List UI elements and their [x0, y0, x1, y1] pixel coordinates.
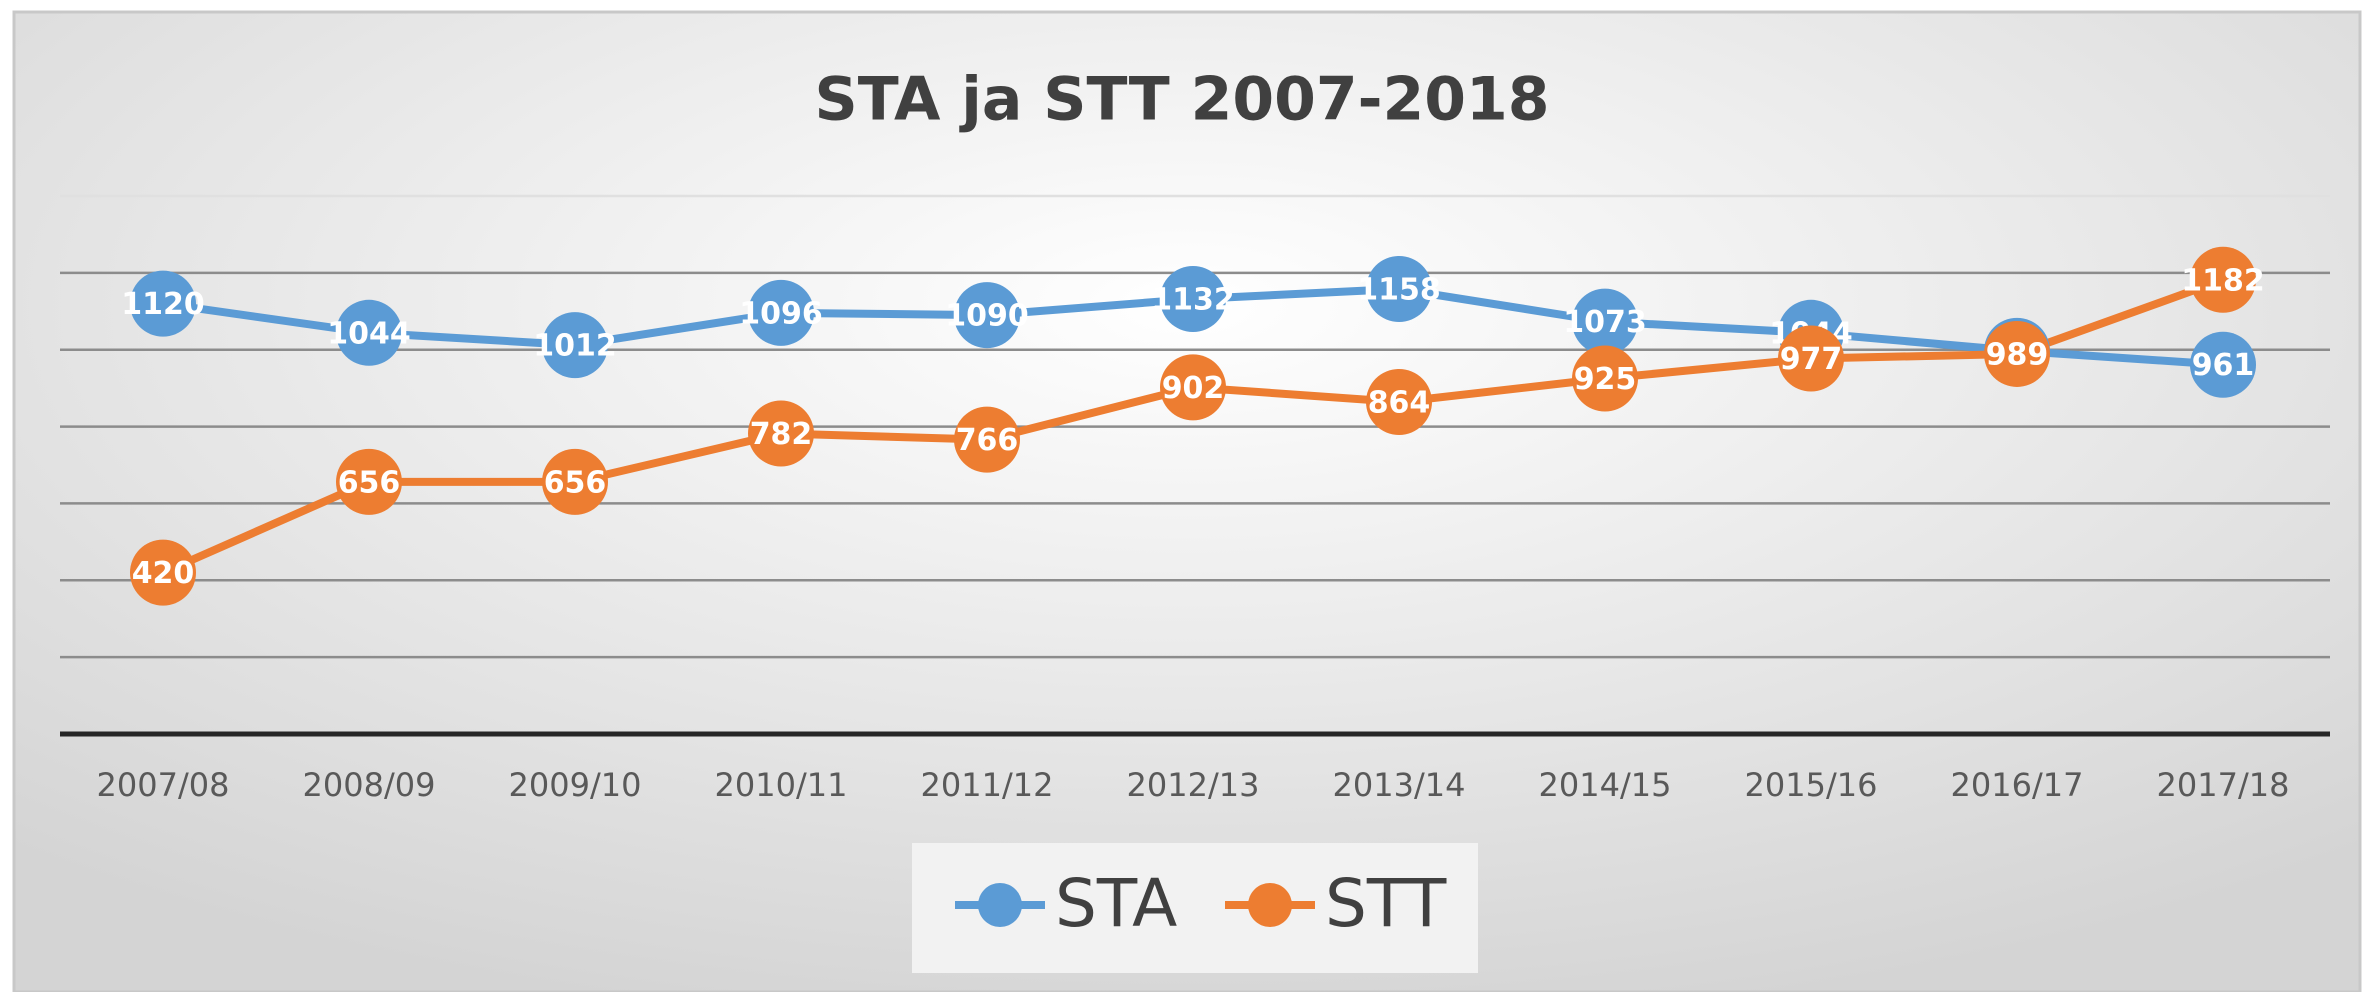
chart-title: STA ja STT 2007-2018 — [815, 65, 1550, 135]
x-tick-label: 2011/12 — [921, 766, 1054, 804]
data-point — [1572, 345, 1638, 412]
x-tick-label: 2010/11 — [715, 766, 848, 804]
data-label: 766 — [956, 423, 1019, 458]
data-point — [954, 406, 1020, 473]
data-point — [748, 400, 814, 467]
x-tick-label: 2008/09 — [303, 766, 436, 804]
data-point — [2190, 331, 2256, 398]
data-label: 864 — [1368, 385, 1431, 420]
data-point — [1160, 354, 1226, 421]
data-point — [130, 270, 196, 337]
data-point — [2190, 246, 2256, 313]
data-label: 1044 — [327, 316, 411, 351]
data-label: 1182 — [2181, 263, 2265, 298]
legend-label: STT — [1325, 865, 1447, 942]
x-tick-label: 2016/17 — [1951, 766, 2084, 804]
data-label: 1132 — [1151, 282, 1235, 317]
data-label: 1120 — [121, 287, 205, 322]
data-label: 420 — [132, 556, 195, 591]
data-label: 989 — [1986, 337, 2049, 372]
data-point — [1984, 320, 2050, 387]
legend-marker — [1248, 883, 1292, 927]
data-point — [954, 282, 1020, 349]
data-label: 977 — [1780, 342, 1843, 377]
data-point — [1572, 288, 1638, 355]
data-point — [748, 279, 814, 346]
data-label: 1096 — [739, 296, 823, 331]
data-label: 1073 — [1563, 305, 1647, 340]
x-tick-label: 2017/18 — [2157, 766, 2290, 804]
data-point — [336, 448, 402, 515]
legend-label: STA — [1055, 865, 1177, 942]
legend-marker — [978, 883, 1022, 927]
data-point — [1366, 255, 1432, 322]
data-label: 1090 — [945, 299, 1029, 334]
data-label: 656 — [544, 465, 607, 500]
data-label: 782 — [750, 417, 813, 452]
data-point — [130, 539, 196, 606]
chart-background — [12, 10, 2362, 992]
x-tick-label: 2009/10 — [509, 766, 642, 804]
data-point — [1778, 325, 1844, 392]
data-label: 961 — [2192, 348, 2255, 383]
data-point — [542, 312, 608, 379]
data-point — [542, 448, 608, 515]
data-point — [336, 299, 402, 366]
x-tick-label: 2012/13 — [1127, 766, 1260, 804]
x-tick-label: 2007/08 — [97, 766, 230, 804]
x-tick-label: 2013/14 — [1333, 766, 1466, 804]
x-tick-label: 2015/16 — [1745, 766, 1878, 804]
data-label: 925 — [1574, 362, 1637, 397]
data-label: 1158 — [1357, 272, 1441, 307]
data-label: 656 — [338, 465, 401, 500]
data-point — [1366, 368, 1432, 435]
data-label: 1012 — [533, 329, 617, 364]
data-label: 902 — [1162, 371, 1225, 406]
data-point — [1160, 265, 1226, 332]
x-tick-label: 2014/15 — [1539, 766, 1672, 804]
